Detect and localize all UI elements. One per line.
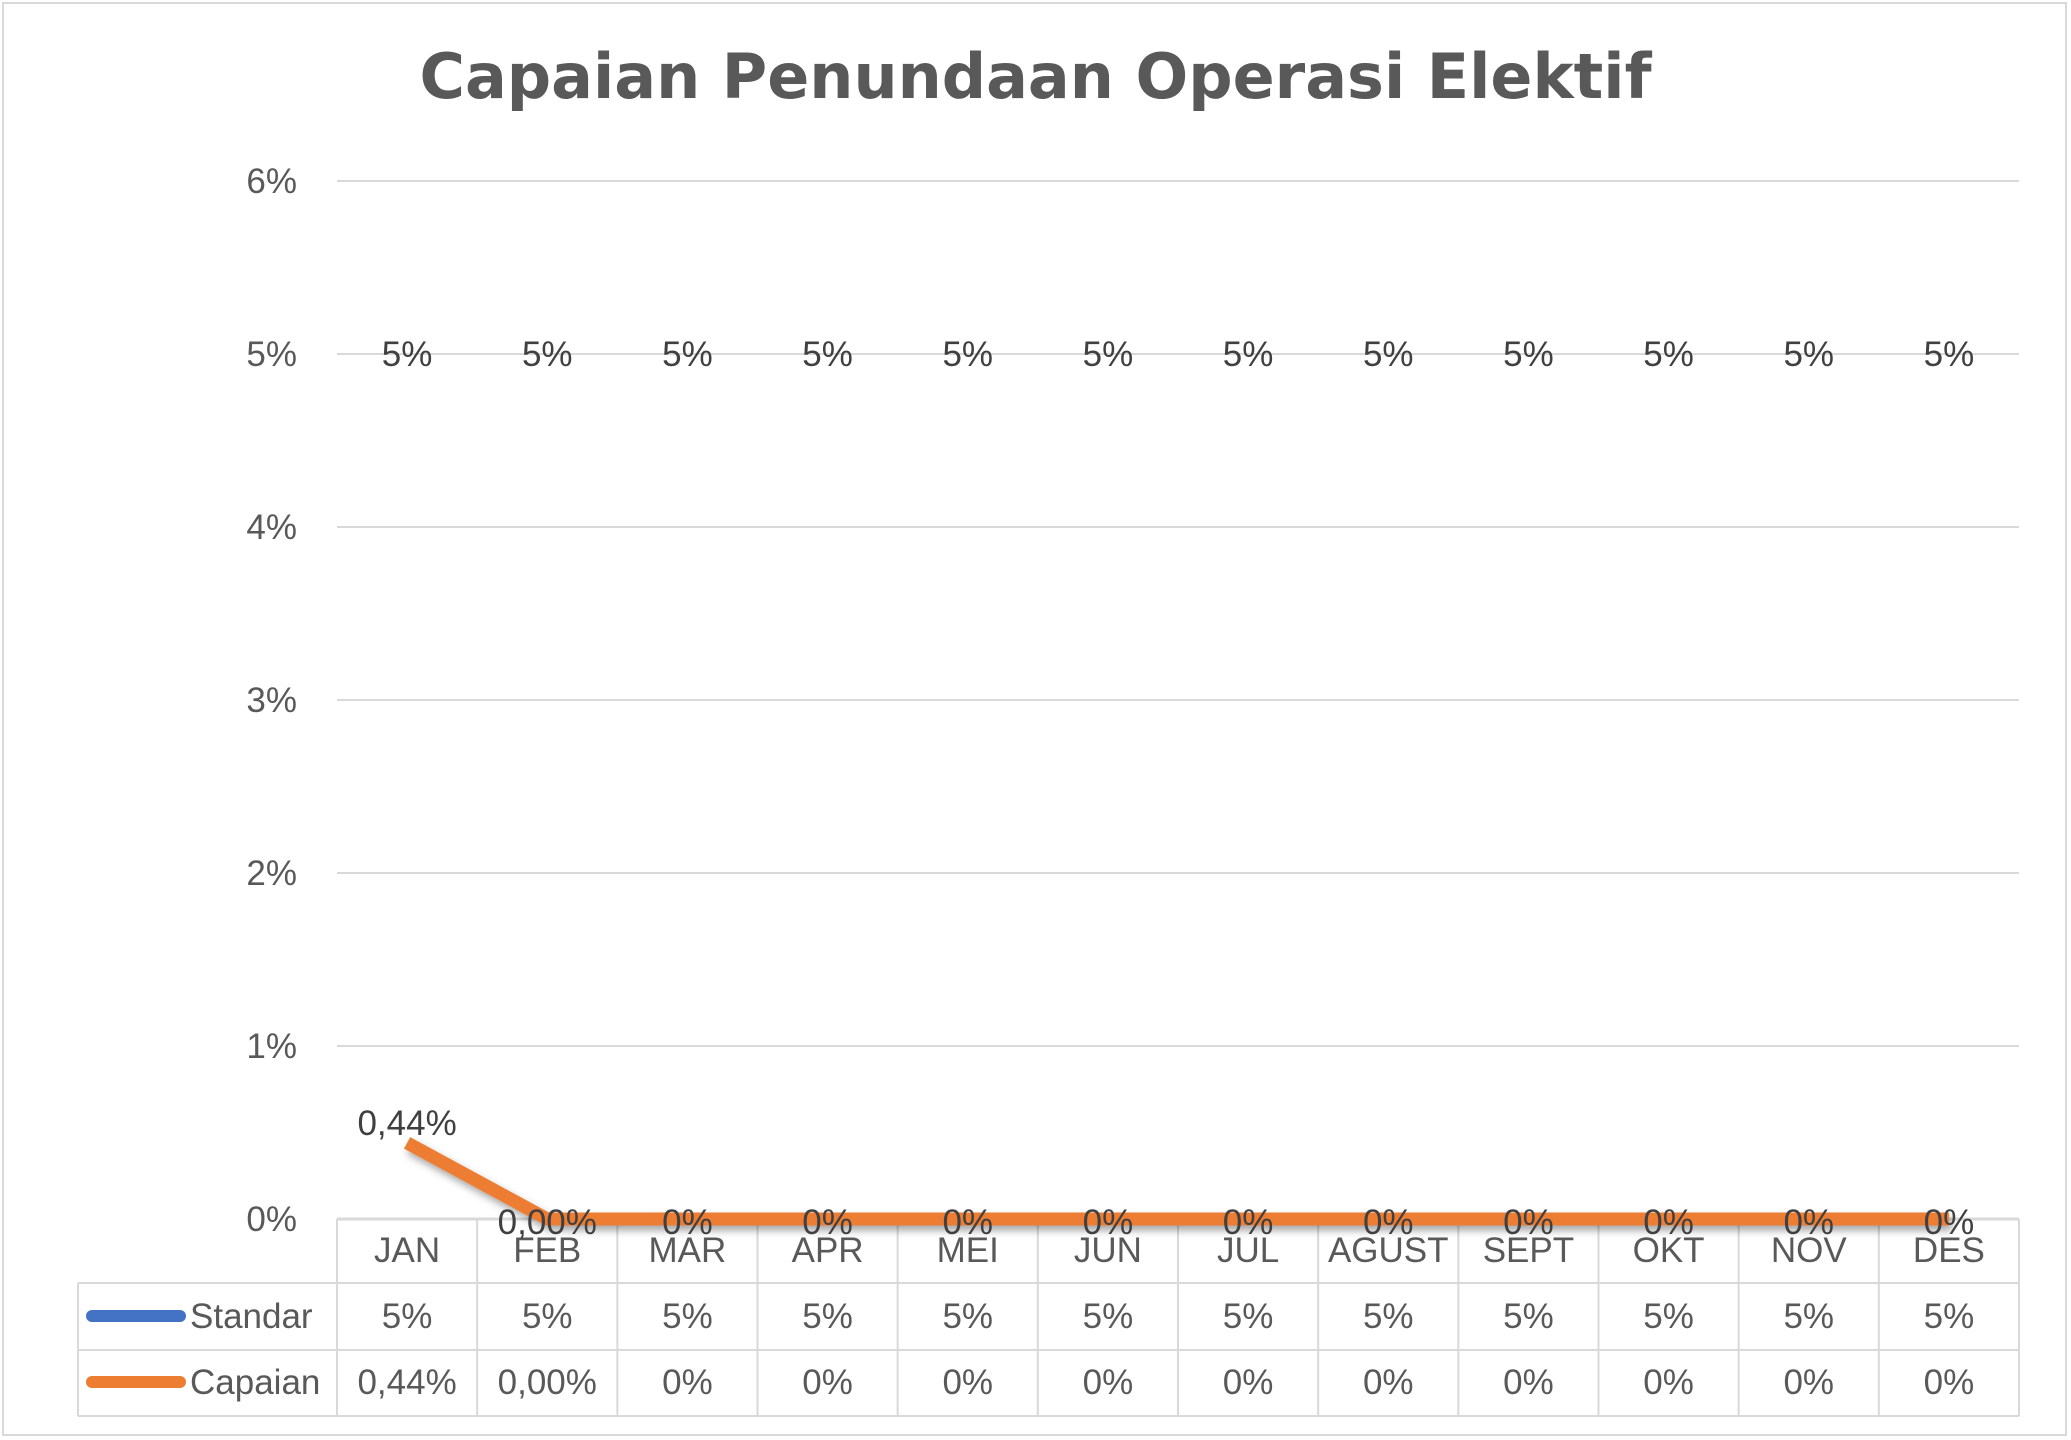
table-cell: 0,44% [357,1363,456,1402]
table-cell: 5% [1083,1297,1134,1336]
y-tick-label: 5% [246,335,297,374]
data-label: 0% [802,1203,853,1242]
data-label: 0% [1503,1203,1554,1242]
data-label: 5% [662,335,713,374]
x-tick-label: FEB [513,1231,581,1270]
table-cell: 0% [942,1363,993,1402]
table-cell: 5% [1223,1297,1274,1336]
y-tick-label: 2% [246,854,297,893]
data-label: 0% [1643,1203,1694,1242]
table-cell: 0% [662,1363,713,1402]
table-cell: 5% [802,1297,853,1336]
data-label: 5% [1503,335,1554,374]
table-cell: 5% [1643,1297,1694,1336]
x-tick-label: DES [1913,1231,1985,1270]
data-label: 0% [1783,1203,1834,1242]
table-cell: 0% [1503,1363,1554,1402]
table-cell: 0% [1363,1363,1414,1402]
data-label: 5% [1783,335,1834,374]
table-cell: 5% [1924,1297,1975,1336]
y-tick-label: 3% [246,681,297,720]
data-label: 0% [1363,1203,1414,1242]
table-cell: 5% [382,1297,433,1336]
table-cell: 5% [522,1297,573,1336]
data-label: 5% [1363,335,1414,374]
x-tick-label: AGUST [1328,1231,1449,1270]
data-label: 5% [522,335,573,374]
data-label: 0% [662,1203,713,1242]
table-cell: 5% [662,1297,713,1336]
table-cell: 0% [802,1363,853,1402]
table-cell: 5% [942,1297,993,1336]
data-label: 0,44% [357,1104,456,1143]
data-label: 0,00% [498,1203,597,1242]
table-cell: 0% [1924,1363,1975,1402]
x-tick-label: MAR [649,1231,727,1270]
x-tick-label: JAN [374,1231,440,1270]
data-label: 0% [1083,1203,1134,1242]
data-label: 5% [1083,335,1134,374]
data-label: 5% [1223,335,1274,374]
y-tick-label: 4% [246,508,297,547]
table-cell: 0,00% [498,1363,597,1402]
data-label: 5% [802,335,853,374]
table-cell: 5% [1363,1297,1414,1336]
x-tick-label: MEI [937,1231,999,1270]
y-tick-label: 6% [246,162,297,201]
legend-label: Standar [190,1297,313,1336]
x-tick-label: JUL [1217,1231,1279,1270]
series-line-capaian [403,1137,1949,1226]
data-label: 5% [382,335,433,374]
table-cell: 5% [1783,1297,1834,1336]
chart-title: Capaian Penundaan Operasi Elektif [419,40,1652,113]
x-tick-label: OKT [1633,1231,1705,1270]
table-cell: 5% [1503,1297,1554,1336]
data-label: 0% [942,1203,993,1242]
y-tick-label: 1% [246,1027,297,1066]
y-tick-label: 0% [246,1200,297,1239]
legend-label: Capaian [190,1363,320,1402]
x-tick-label: NOV [1771,1231,1848,1270]
data-label: 5% [1924,335,1975,374]
data-label: 5% [942,335,993,374]
x-tick-label: SEPT [1483,1231,1574,1270]
x-tick-label: JUN [1074,1231,1142,1270]
data-label: 0% [1223,1203,1274,1242]
data-label: 5% [1643,335,1694,374]
table-cell: 0% [1223,1363,1274,1402]
x-tick-label: APR [792,1231,864,1270]
table-cell: 0% [1083,1363,1134,1402]
table-cell: 0% [1783,1363,1834,1402]
data-label: 0% [1924,1203,1975,1242]
table-cell: 0% [1643,1363,1694,1402]
